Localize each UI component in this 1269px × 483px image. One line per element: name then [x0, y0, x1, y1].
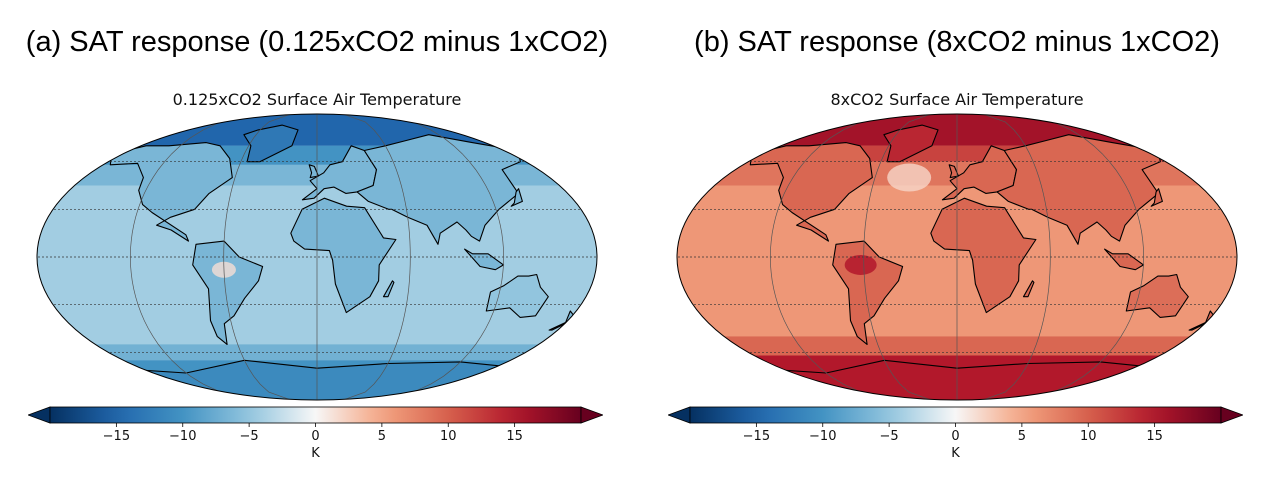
meridian-line	[369, 114, 505, 400]
panel-a: (a) SAT response (0.125xCO2 minus 1xCO2)…	[0, 0, 634, 483]
japan-landmass	[510, 188, 523, 207]
colorbar-tick-label: −10	[809, 429, 836, 444]
asia-landmass	[996, 134, 1161, 245]
north-atlantic-patch	[887, 163, 932, 192]
world-map	[676, 113, 1238, 401]
map-title: 0.125xCO2 Surface Air Temperature	[172, 90, 462, 109]
colorbar-tick-label: 5	[1018, 429, 1026, 444]
colorbar-tick-label: −15	[743, 429, 770, 444]
colorbar-unit-label: K	[311, 446, 320, 461]
australia-landmass	[485, 273, 549, 318]
colorbar-tick-label: 0	[311, 429, 319, 444]
colorbar-extend-low	[668, 406, 691, 424]
greenland-landmass	[243, 124, 299, 163]
colorbar-tick-label: 15	[1146, 429, 1163, 444]
amazon-patch	[844, 254, 877, 275]
panel-title: (b) SAT response (8xCO2 minus 1xCO2)	[694, 26, 1220, 58]
madagascar-landmass	[1022, 280, 1035, 298]
japan-landmass	[1150, 188, 1163, 207]
meridian-line	[223, 114, 292, 400]
colorbar: −15 −10 −5 0 5 10 15 K	[668, 406, 1243, 461]
south-america-landmass	[192, 240, 264, 345]
australia-landmass	[1125, 273, 1189, 318]
colorbar-tick-label: −15	[103, 429, 130, 444]
colorbar-tick-label: 0	[951, 429, 959, 444]
meridian-line	[1009, 114, 1145, 400]
map-title: 8xCO2 Surface Air Temperature	[830, 90, 1084, 109]
meridian-line	[982, 114, 1051, 400]
map-border	[676, 113, 1238, 401]
greenland-landmass	[883, 124, 939, 163]
colorbar-tick-label: 5	[378, 429, 386, 444]
panel-b: (b) SAT response (8xCO2 minus 1xCO2) 8xC…	[640, 0, 1269, 483]
world-map	[36, 113, 598, 401]
colorbar-tick-label: −10	[169, 429, 196, 444]
colorbar-extend-high	[580, 406, 603, 424]
colorbar-tick-label: 15	[506, 429, 523, 444]
colorbar-bar	[49, 406, 582, 424]
colorbar: −15 −10 −5 0 5 10 15 K	[28, 406, 603, 461]
colorbar-bar	[689, 406, 1222, 424]
colorbar-tick-label: −5	[240, 429, 259, 444]
colorbar-extend-low	[28, 406, 51, 424]
colorbar-tick-label: 10	[1080, 429, 1097, 444]
north-america-landmass	[109, 142, 233, 242]
colorbar-extend-high	[1220, 406, 1243, 424]
meridian-line	[342, 114, 411, 400]
asia-landmass	[356, 134, 521, 245]
meridian-line	[129, 114, 265, 400]
colorbar-tick-label: 10	[440, 429, 457, 444]
colorbar-tick-label: −5	[880, 429, 899, 444]
madagascar-landmass	[382, 280, 395, 298]
panel-title: (a) SAT response (0.125xCO2 minus 1xCO2)	[25, 26, 609, 58]
meridian-line	[769, 114, 905, 400]
meridian-line	[863, 114, 932, 400]
colorbar-unit-label: K	[951, 446, 960, 461]
map-border	[36, 113, 598, 401]
north-america-landmass	[749, 142, 873, 242]
